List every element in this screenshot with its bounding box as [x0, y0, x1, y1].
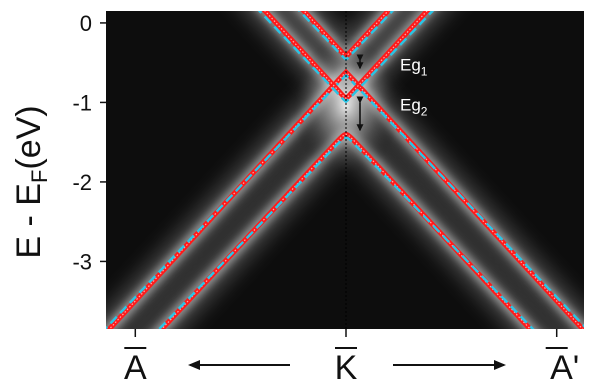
gap-label-sub: 1	[421, 65, 428, 79]
y-tick-label-0: 0	[80, 11, 92, 36]
y-tick-label-3: -3	[72, 249, 92, 274]
y-axis-label: E - EF(eV)	[10, 105, 52, 258]
k-point-label-1: K	[335, 349, 358, 381]
k-point-label-0: A	[124, 349, 147, 381]
y-tick-label-1: -1	[72, 90, 92, 115]
y-axis: 0 -1 -2 -3	[72, 11, 106, 274]
fit-cyan-lower-valence	[157, 136, 535, 329]
gap-label-2: Eg2	[400, 95, 428, 118]
fit-red-texture-lower-valence	[161, 133, 531, 329]
y-axis-label-unit: (eV)	[10, 105, 48, 169]
gap-label-main: Eg	[400, 95, 421, 114]
y-axis-label-main: E - E	[10, 183, 48, 259]
y-tick-label-2: -2	[72, 170, 92, 195]
gap-label-main: Eg	[400, 56, 421, 75]
y-axis-label-sub: F	[27, 170, 52, 183]
fit-red-texture-lower-conduction	[264, 11, 428, 100]
gap-label-1: Eg1	[400, 56, 428, 79]
k-point-label-2: A'	[550, 349, 579, 381]
gap-label-sub: 2	[421, 104, 428, 118]
k-path-axis: A K A'	[124, 329, 579, 381]
fit-cyan-lower-conduction	[257, 11, 435, 104]
